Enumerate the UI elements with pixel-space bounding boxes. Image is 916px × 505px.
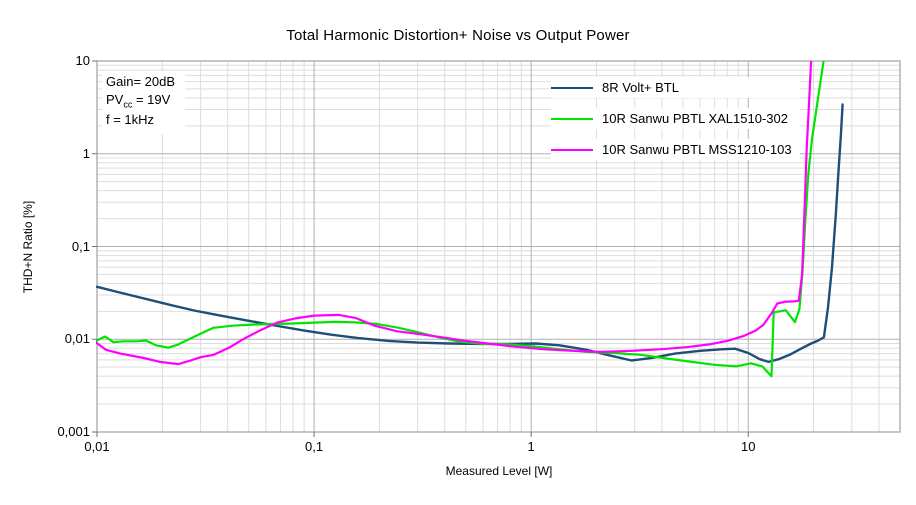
y-tick-label: 1: [82, 145, 90, 161]
legend: 8R Volt+ BTL 10R Sanwu PBTL XAL1510-302 10…: [551, 77, 800, 170]
x-axis-title: Measured Level [W]: [445, 464, 553, 478]
legend-line-swatch: [551, 148, 593, 151]
y-axis-title: THD+N Ratio [%]: [21, 200, 35, 294]
annotation-gain: Gain= 20dB: [106, 74, 176, 89]
y-tick-label: 0,01: [64, 331, 90, 347]
legend-label: 10R Sanwu PBTL MSS1210-103: [602, 142, 792, 157]
y-tick-label: 0,001: [57, 424, 90, 439]
measurement-conditions-box: Gain= 20dB PVcc = 19V f = 1kHz: [102, 71, 186, 134]
x-tick-label: 0,01: [84, 439, 110, 454]
x-tick-label: 0,1: [305, 439, 324, 454]
legend-line-swatch: [551, 117, 593, 120]
annotation-pvcc: PVcc = 19V: [106, 92, 171, 110]
legend-item: 10R Sanwu PBTL MSS1210-103: [551, 139, 800, 160]
y-tick-label: 10: [75, 53, 90, 68]
series-line-3: [96, 61, 813, 366]
legend-line-swatch: [551, 86, 593, 89]
legend-item: 8R Volt+ BTL: [551, 77, 800, 98]
annotation-freq: f = 1kHz: [106, 112, 155, 128]
legend-label: 10R Sanwu PBTL XAL1510-302: [602, 111, 788, 126]
legend-label: 8R Volt+ BTL: [602, 80, 679, 95]
x-tick-label: 1: [527, 439, 535, 454]
x-tick-label: 10: [741, 439, 756, 454]
chart-title: Total Harmonic Distortion+ Noise vs Outp…: [286, 27, 630, 44]
y-tick-label: 0,1: [71, 238, 90, 254]
legend-item: 10R Sanwu PBTL XAL1510-302: [551, 108, 800, 129]
